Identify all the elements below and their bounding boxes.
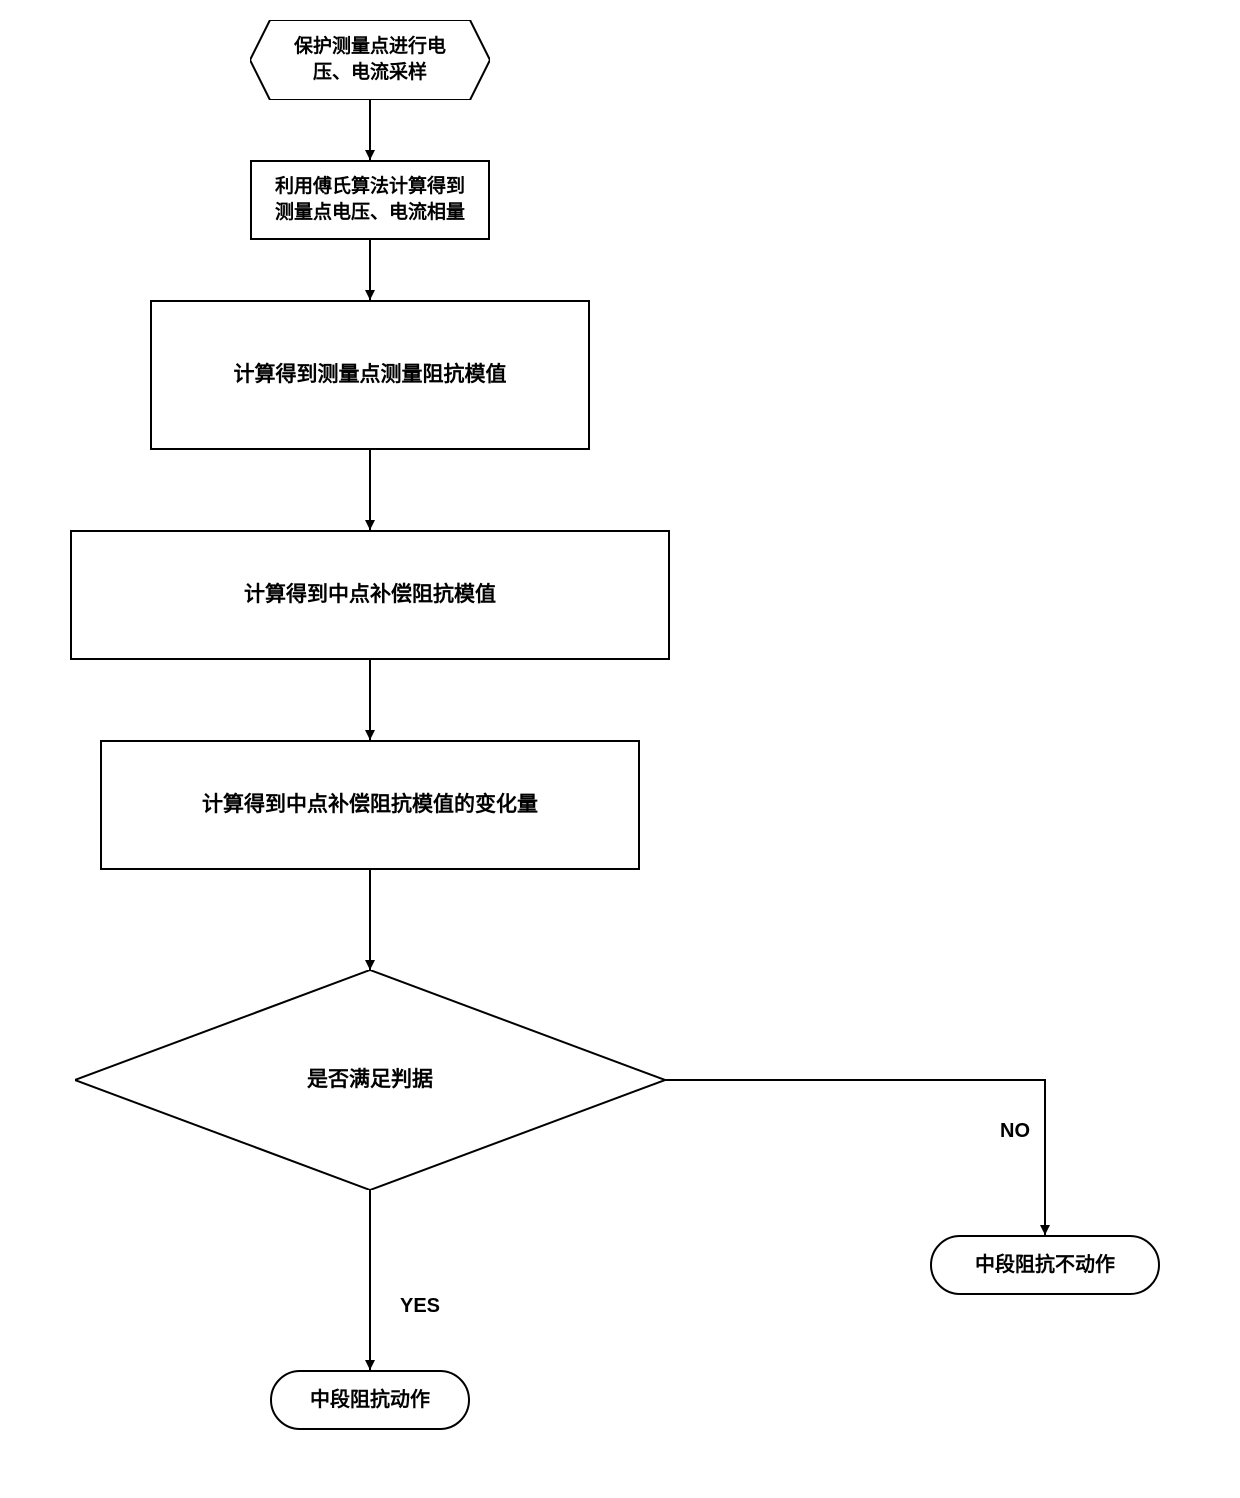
start-label: 保护测量点进行电 压、电流采样 bbox=[294, 34, 446, 85]
no-end-node: 中段阻抗不动作 bbox=[930, 1235, 1160, 1295]
edge-label-no: NO bbox=[1000, 1120, 1030, 1143]
step1-label: 利用傅氏算法计算得到 测量点电压、电流相量 bbox=[275, 174, 465, 225]
step1-node: 利用傅氏算法计算得到 测量点电压、电流相量 bbox=[250, 160, 490, 240]
start-node: 保护测量点进行电 压、电流采样 bbox=[250, 20, 490, 100]
decision-node: 是否满足判据 bbox=[75, 970, 665, 1190]
step3-label: 计算得到中点补偿阻抗模值 bbox=[244, 581, 496, 609]
yes-end-label: 中段阻抗动作 bbox=[310, 1387, 430, 1414]
step2-node: 计算得到测量点测量阻抗模值 bbox=[150, 300, 590, 450]
step4-node: 计算得到中点补偿阻抗模值的变化量 bbox=[100, 740, 640, 870]
no-end-label: 中段阻抗不动作 bbox=[975, 1252, 1115, 1279]
yes-end-node: 中段阻抗动作 bbox=[270, 1370, 470, 1430]
step3-node: 计算得到中点补偿阻抗模值 bbox=[70, 530, 670, 660]
step2-label: 计算得到测量点测量阻抗模值 bbox=[234, 361, 507, 389]
edge-label-yes: YES bbox=[400, 1295, 440, 1318]
step4-label: 计算得到中点补偿阻抗模值的变化量 bbox=[202, 791, 538, 819]
decision-label: 是否满足判据 bbox=[307, 1066, 433, 1094]
